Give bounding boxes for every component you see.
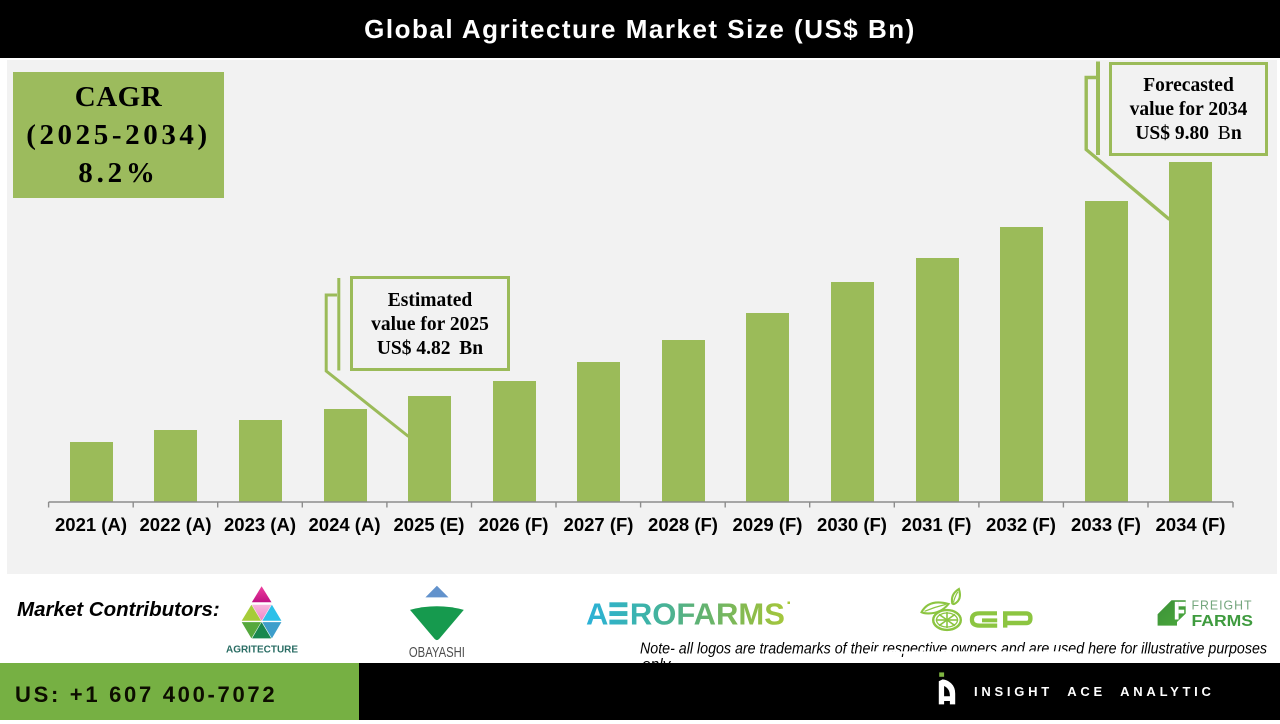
svg-text:A: A (586, 597, 608, 632)
svg-text:ROFARMS: ROFARMS (630, 597, 785, 632)
svg-text:FARMS: FARMS (1192, 613, 1254, 630)
svg-text:AGRITECTURE: AGRITECTURE (226, 644, 298, 656)
svg-text:OBAYASHI: OBAYASHI (409, 645, 465, 661)
svg-text:Note- all logos are trademarks: Note- all logos are trademarks of their … (640, 641, 1267, 658)
svg-text:FREIGHT: FREIGHT (1192, 599, 1253, 613)
